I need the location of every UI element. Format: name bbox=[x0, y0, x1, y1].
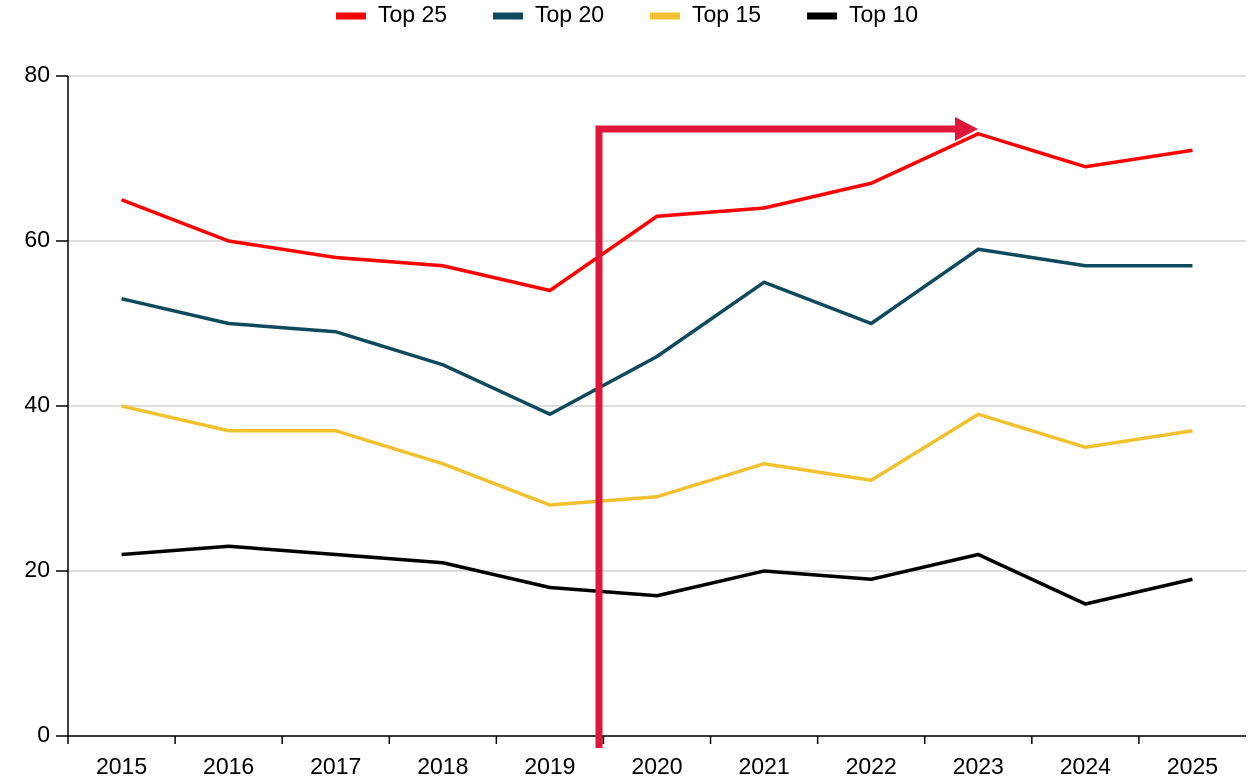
x-tick-label: 2016 bbox=[203, 753, 254, 779]
x-tick-label: 2019 bbox=[524, 753, 575, 779]
series-line bbox=[121, 544, 1193, 606]
x-tick-label: 2015 bbox=[96, 753, 147, 779]
grid bbox=[68, 75, 1246, 737]
legend-label: Top 10 bbox=[849, 1, 918, 27]
y-tick-label: 60 bbox=[24, 226, 50, 252]
legend-label: Top 20 bbox=[535, 1, 604, 27]
series-line bbox=[121, 247, 1193, 416]
axes: 0 20 40 60 80 2015 2016 2017 2018 2019 2020 2021 202… bbox=[24, 61, 1246, 779]
y-tick-label: 0 bbox=[37, 721, 50, 747]
x-tick-label: 2017 bbox=[310, 753, 361, 779]
x-tick-label: 2025 bbox=[1167, 753, 1218, 779]
x-tick-label: 2018 bbox=[417, 753, 468, 779]
y-tick-label: 20 bbox=[24, 556, 50, 582]
arrow-line bbox=[595, 125, 958, 748]
series-line bbox=[120, 132, 1193, 293]
arrow-head bbox=[955, 117, 978, 141]
legend-label: Top 25 bbox=[378, 1, 447, 27]
x-tick-label: 2023 bbox=[953, 753, 1004, 779]
arrow-annotation bbox=[595, 117, 978, 748]
series-line bbox=[121, 404, 1193, 507]
x-tick-label: 2024 bbox=[1060, 753, 1111, 779]
legend-label: Top 15 bbox=[692, 1, 761, 27]
x-tick-label: 2020 bbox=[631, 753, 682, 779]
lines bbox=[120, 132, 1193, 606]
legend: Top 25 Top 20 Top 15 Top 10 bbox=[336, 1, 918, 27]
x-tick-label: 2022 bbox=[846, 753, 897, 779]
x-tick-label: 2021 bbox=[739, 753, 790, 779]
y-tick-label: 40 bbox=[24, 391, 50, 417]
y-tick-label: 80 bbox=[24, 61, 50, 87]
